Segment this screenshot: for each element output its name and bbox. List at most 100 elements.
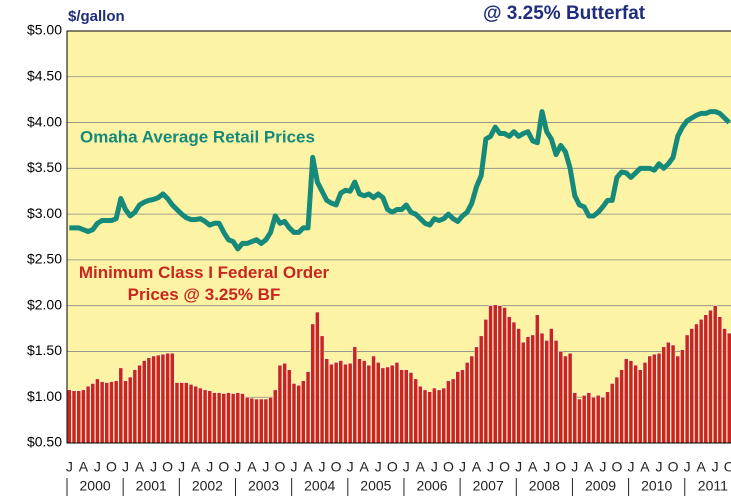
bar [385,366,390,444]
x-tick-label: J [94,459,101,475]
bar [90,383,95,444]
bar [591,397,596,444]
bar [104,382,109,444]
x-tick-label: J [234,459,241,475]
bar [371,355,376,444]
x-tick-label: O [499,459,510,475]
x-tick-label: J [122,459,129,475]
bar [301,380,306,444]
bar [516,328,521,444]
bar [142,360,147,444]
bar [661,346,666,444]
y-tick-label: $0.50 [27,434,62,450]
bar [684,334,690,444]
x-tick-label: J [290,459,297,475]
x-tick-label: A [247,459,257,475]
bar [680,349,685,444]
bar [352,346,357,444]
x-tick-label: J [712,459,719,475]
bar [422,389,428,444]
bar [390,364,395,444]
x-tick-label: J [543,459,550,475]
bar [479,335,484,444]
bar [427,391,432,444]
bar [273,389,278,444]
bar [717,316,723,444]
bar [703,314,708,444]
year-label: 2009 [585,478,616,494]
year-label: 2008 [529,478,560,494]
x-tick-label: J [150,459,157,475]
bar [245,397,250,444]
bar [460,369,465,444]
year-label: 2003 [248,478,279,494]
bar [441,387,446,444]
bar [230,393,236,444]
x-tick-label: A [191,459,201,475]
y-tick-label: $1.50 [27,342,62,358]
bar [207,390,212,444]
bar [450,378,456,444]
y-tick-label: $1.00 [27,388,62,404]
bar [263,398,269,444]
x-tick-label: J [375,459,382,475]
bar [558,351,563,444]
chart-title: @ 3.25% Butterfat [483,3,646,24]
bar [432,387,437,444]
bar [652,353,657,444]
bar [113,380,119,444]
x-tick-label: J [459,459,466,475]
x-tick-label: A [472,459,482,475]
bar [698,319,704,444]
bar [605,391,610,444]
year-label: 2007 [473,478,504,494]
bar [577,398,582,444]
x-tick-label: O [443,459,454,475]
bar [647,355,652,444]
x-tick-label: O [724,459,731,475]
bar [464,362,470,444]
bar [567,353,573,444]
x-tick-label: J [319,459,326,475]
bar [310,323,315,444]
x-tick-label: J [599,459,606,475]
bar [722,328,727,444]
bar [610,383,615,444]
year-label: 2000 [80,478,111,494]
x-tick-label: O [331,459,342,475]
bar [563,355,568,444]
bar [249,397,255,444]
bar [123,380,128,444]
bar [132,369,138,444]
bar [689,328,694,444]
bar [193,386,198,444]
bar [642,362,648,444]
bar [259,398,264,444]
bar [268,397,273,444]
bar [151,355,156,444]
x-tick-label: O [387,459,398,475]
bar [174,382,180,444]
bar [221,393,226,444]
x-tick-label: J [66,459,73,475]
bar [394,362,400,444]
line [69,109,731,252]
bar [305,371,311,444]
bar [483,319,489,444]
bar [436,389,442,444]
year-label: 2002 [192,478,223,494]
bar [413,378,418,444]
x-tick-label: O [106,459,117,475]
plot-border [66,30,731,444]
bar [493,304,498,444]
bar [624,358,629,444]
bar [137,364,142,444]
bar [109,381,114,444]
bar [675,355,680,444]
x-tick-label: O [611,459,622,475]
x-tick-label: J [347,459,354,475]
bar [614,376,620,444]
bar [291,383,297,444]
bar [85,386,91,444]
